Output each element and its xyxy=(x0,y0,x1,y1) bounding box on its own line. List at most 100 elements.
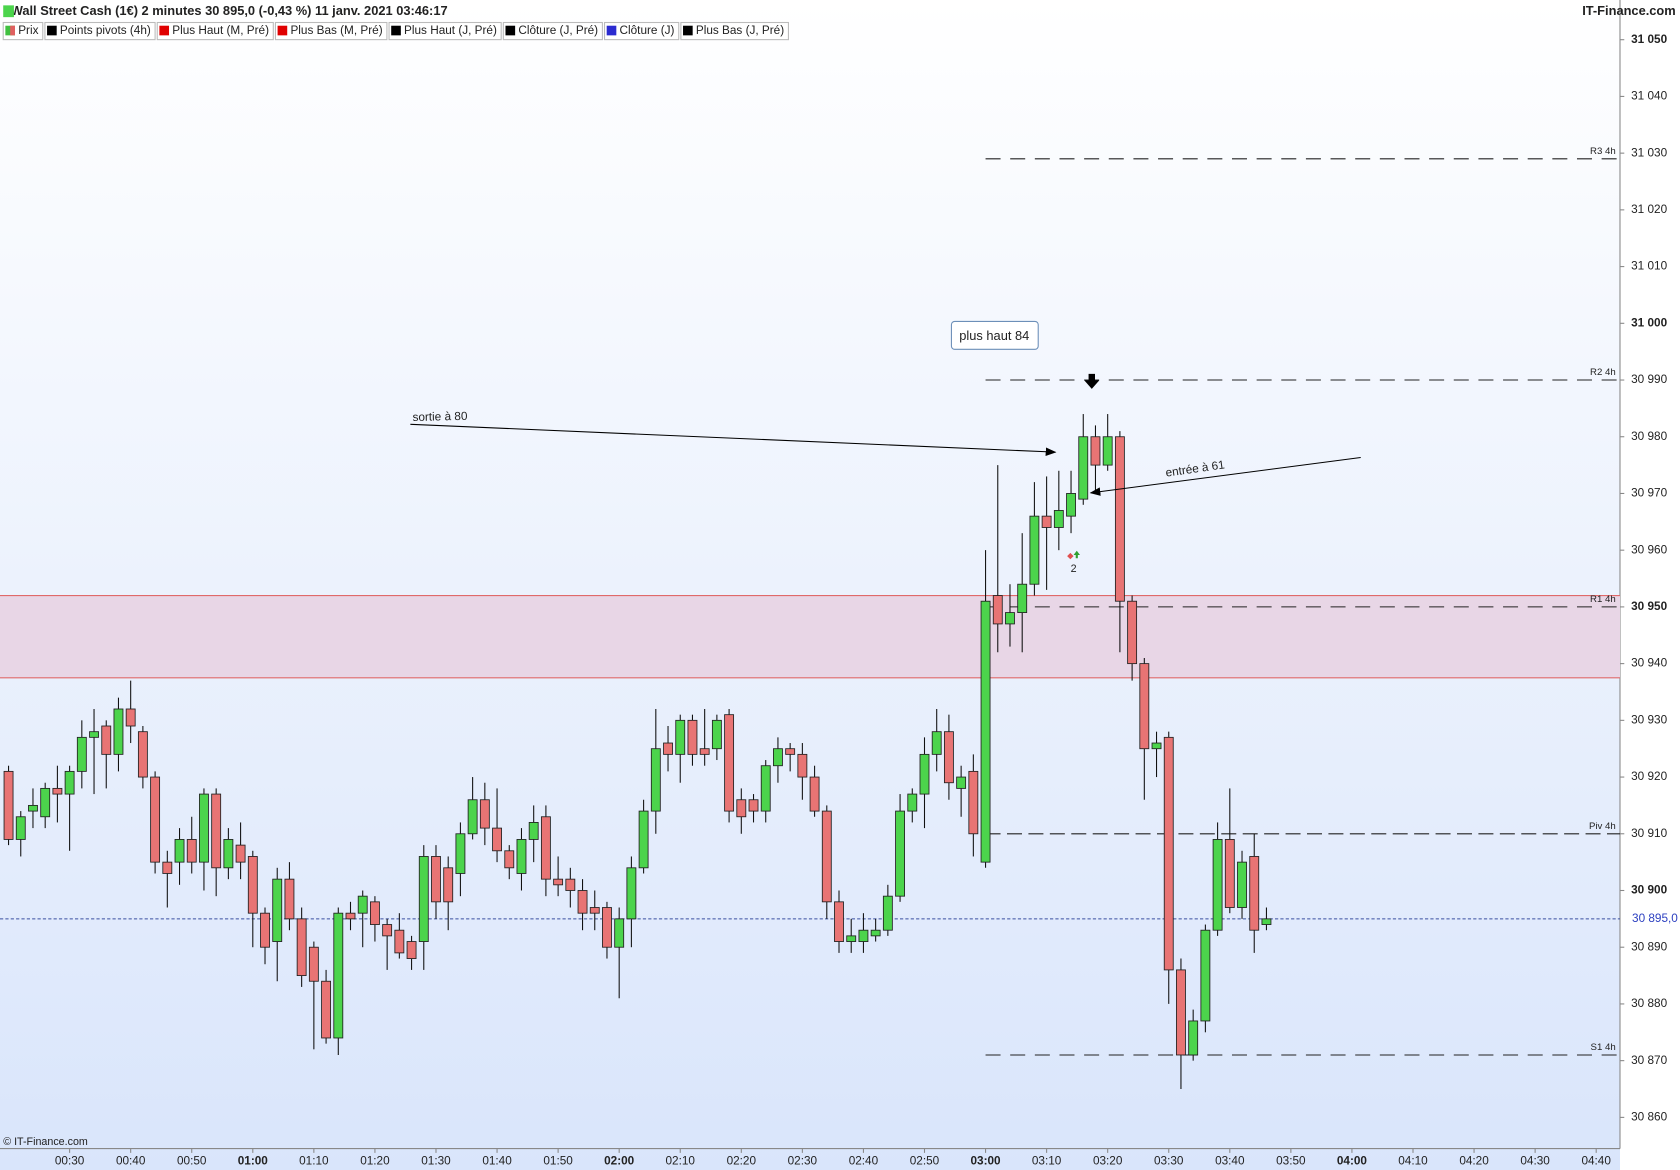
candle-body xyxy=(321,980,332,1039)
candle-body xyxy=(260,912,270,948)
x-tick-label: 04:20 xyxy=(1459,1155,1489,1168)
candle-body xyxy=(1176,969,1186,1056)
candle-body xyxy=(186,839,197,863)
candle-body xyxy=(907,793,918,812)
x-tick-label: 02:40 xyxy=(849,1155,879,1168)
candle-body xyxy=(528,822,539,840)
last-price-label: 30 895,0 xyxy=(1632,912,1678,925)
x-tick-label: 02:00 xyxy=(604,1155,635,1168)
candle-body xyxy=(492,827,502,852)
x-tick-label: 04:40 xyxy=(1581,1155,1611,1168)
candle-body xyxy=(235,844,246,863)
candle-body xyxy=(223,839,234,869)
candle-body xyxy=(28,804,38,812)
candle-body xyxy=(247,856,258,914)
legend-label: Plus Haut (M, Pré) xyxy=(172,24,269,37)
candle-body xyxy=(40,787,51,818)
x-tick-label: 01:10 xyxy=(299,1155,329,1168)
candle-body xyxy=(785,748,796,755)
candle-body xyxy=(1078,436,1089,500)
legend-label: Points pivots (4h) xyxy=(60,24,151,37)
x-tick-label: 03:20 xyxy=(1093,1155,1123,1168)
legend-swatch xyxy=(683,25,693,36)
legend-label: Plus Bas (M, Pré) xyxy=(290,24,382,37)
pivot-label: R3 4h xyxy=(1590,146,1616,157)
annotation: 2 xyxy=(1071,563,1077,575)
candle-body xyxy=(3,770,14,840)
annotation: plus haut 84 xyxy=(959,328,1029,343)
x-tick-label: 00:40 xyxy=(116,1155,146,1168)
candle-body xyxy=(968,770,979,835)
y-tick-label: 30 890 xyxy=(1631,940,1667,953)
y-tick-label: 31 000 xyxy=(1631,316,1667,329)
y-tick-label: 30 970 xyxy=(1631,487,1667,500)
candle-body xyxy=(773,748,783,767)
y-tick-label: 31 050 xyxy=(1631,33,1667,46)
candle-body xyxy=(406,941,417,959)
candle-body xyxy=(760,765,771,812)
legend-item: Clôture (J) xyxy=(604,21,680,41)
x-tick-label: 02:50 xyxy=(910,1155,940,1168)
candle-body xyxy=(394,929,405,954)
y-tick-label: 30 980 xyxy=(1631,430,1667,443)
legend-swatch xyxy=(391,25,401,36)
pivot-label: S1 4h xyxy=(1591,1042,1616,1053)
candle-body xyxy=(1249,856,1260,931)
candle-body xyxy=(1029,515,1040,585)
candle-body xyxy=(308,946,319,982)
candle-body xyxy=(162,861,173,874)
legend-box xyxy=(680,21,789,41)
candle-body xyxy=(1090,436,1101,466)
x-tick-label: 04:30 xyxy=(1520,1155,1550,1168)
candle-body xyxy=(846,935,857,942)
candle-body xyxy=(150,776,161,863)
y-tick-label: 31 030 xyxy=(1631,146,1667,159)
legend-box xyxy=(44,21,156,41)
annotation: sortie à 80 xyxy=(412,410,468,424)
x-tick-label: 01:40 xyxy=(482,1155,512,1168)
candle-body xyxy=(1114,436,1125,602)
copyright: © IT-Finance.com xyxy=(3,1136,88,1148)
candle-body xyxy=(687,719,698,755)
x-tick-label: 02:10 xyxy=(666,1155,696,1168)
candle-body xyxy=(1151,742,1162,750)
legend-swatch xyxy=(47,25,57,36)
candle-body xyxy=(296,918,307,977)
candle-body xyxy=(1005,612,1015,625)
chart-title: Wall Street Cash (1€) 2 minutes 30 895,0… xyxy=(11,3,448,18)
candle-body xyxy=(650,748,661,812)
candle-body xyxy=(858,929,869,942)
legend-box xyxy=(156,21,274,41)
candle-body xyxy=(1200,929,1211,1022)
legend-item: Plus Haut (M, Pré) xyxy=(156,21,274,41)
candle-body xyxy=(602,907,612,948)
y-tick-label: 31 040 xyxy=(1631,90,1667,103)
y-tick-label: 30 950 xyxy=(1631,600,1667,613)
x-tick-label: 03:10 xyxy=(1032,1155,1062,1168)
candle-body xyxy=(943,731,954,784)
x-tick-label: 00:30 xyxy=(55,1155,85,1168)
candle-body xyxy=(52,787,63,795)
candle-body xyxy=(956,776,967,789)
y-tick-label: 30 880 xyxy=(1631,997,1667,1010)
annotation-box xyxy=(950,320,1039,350)
candle-body xyxy=(15,816,26,840)
candle-body xyxy=(882,895,893,931)
y-tick-label: 30 860 xyxy=(1631,1110,1667,1123)
y-tick-label: 31 020 xyxy=(1631,203,1667,216)
legend-item: Plus Bas (M, Pré) xyxy=(274,21,388,41)
title-icon xyxy=(3,5,14,18)
y-tick-label: 31 010 xyxy=(1631,260,1667,273)
candle-body xyxy=(736,799,747,818)
x-tick-label: 02:20 xyxy=(727,1155,757,1168)
candle-body xyxy=(1041,515,1052,528)
candle-body xyxy=(504,850,515,869)
candle-body xyxy=(113,708,124,755)
legend-label: Prix xyxy=(18,24,38,37)
candle-body xyxy=(1237,861,1247,908)
candle-body xyxy=(101,725,112,755)
candle-body xyxy=(980,600,991,863)
candle-body xyxy=(284,878,295,920)
candle-body xyxy=(1139,663,1150,750)
